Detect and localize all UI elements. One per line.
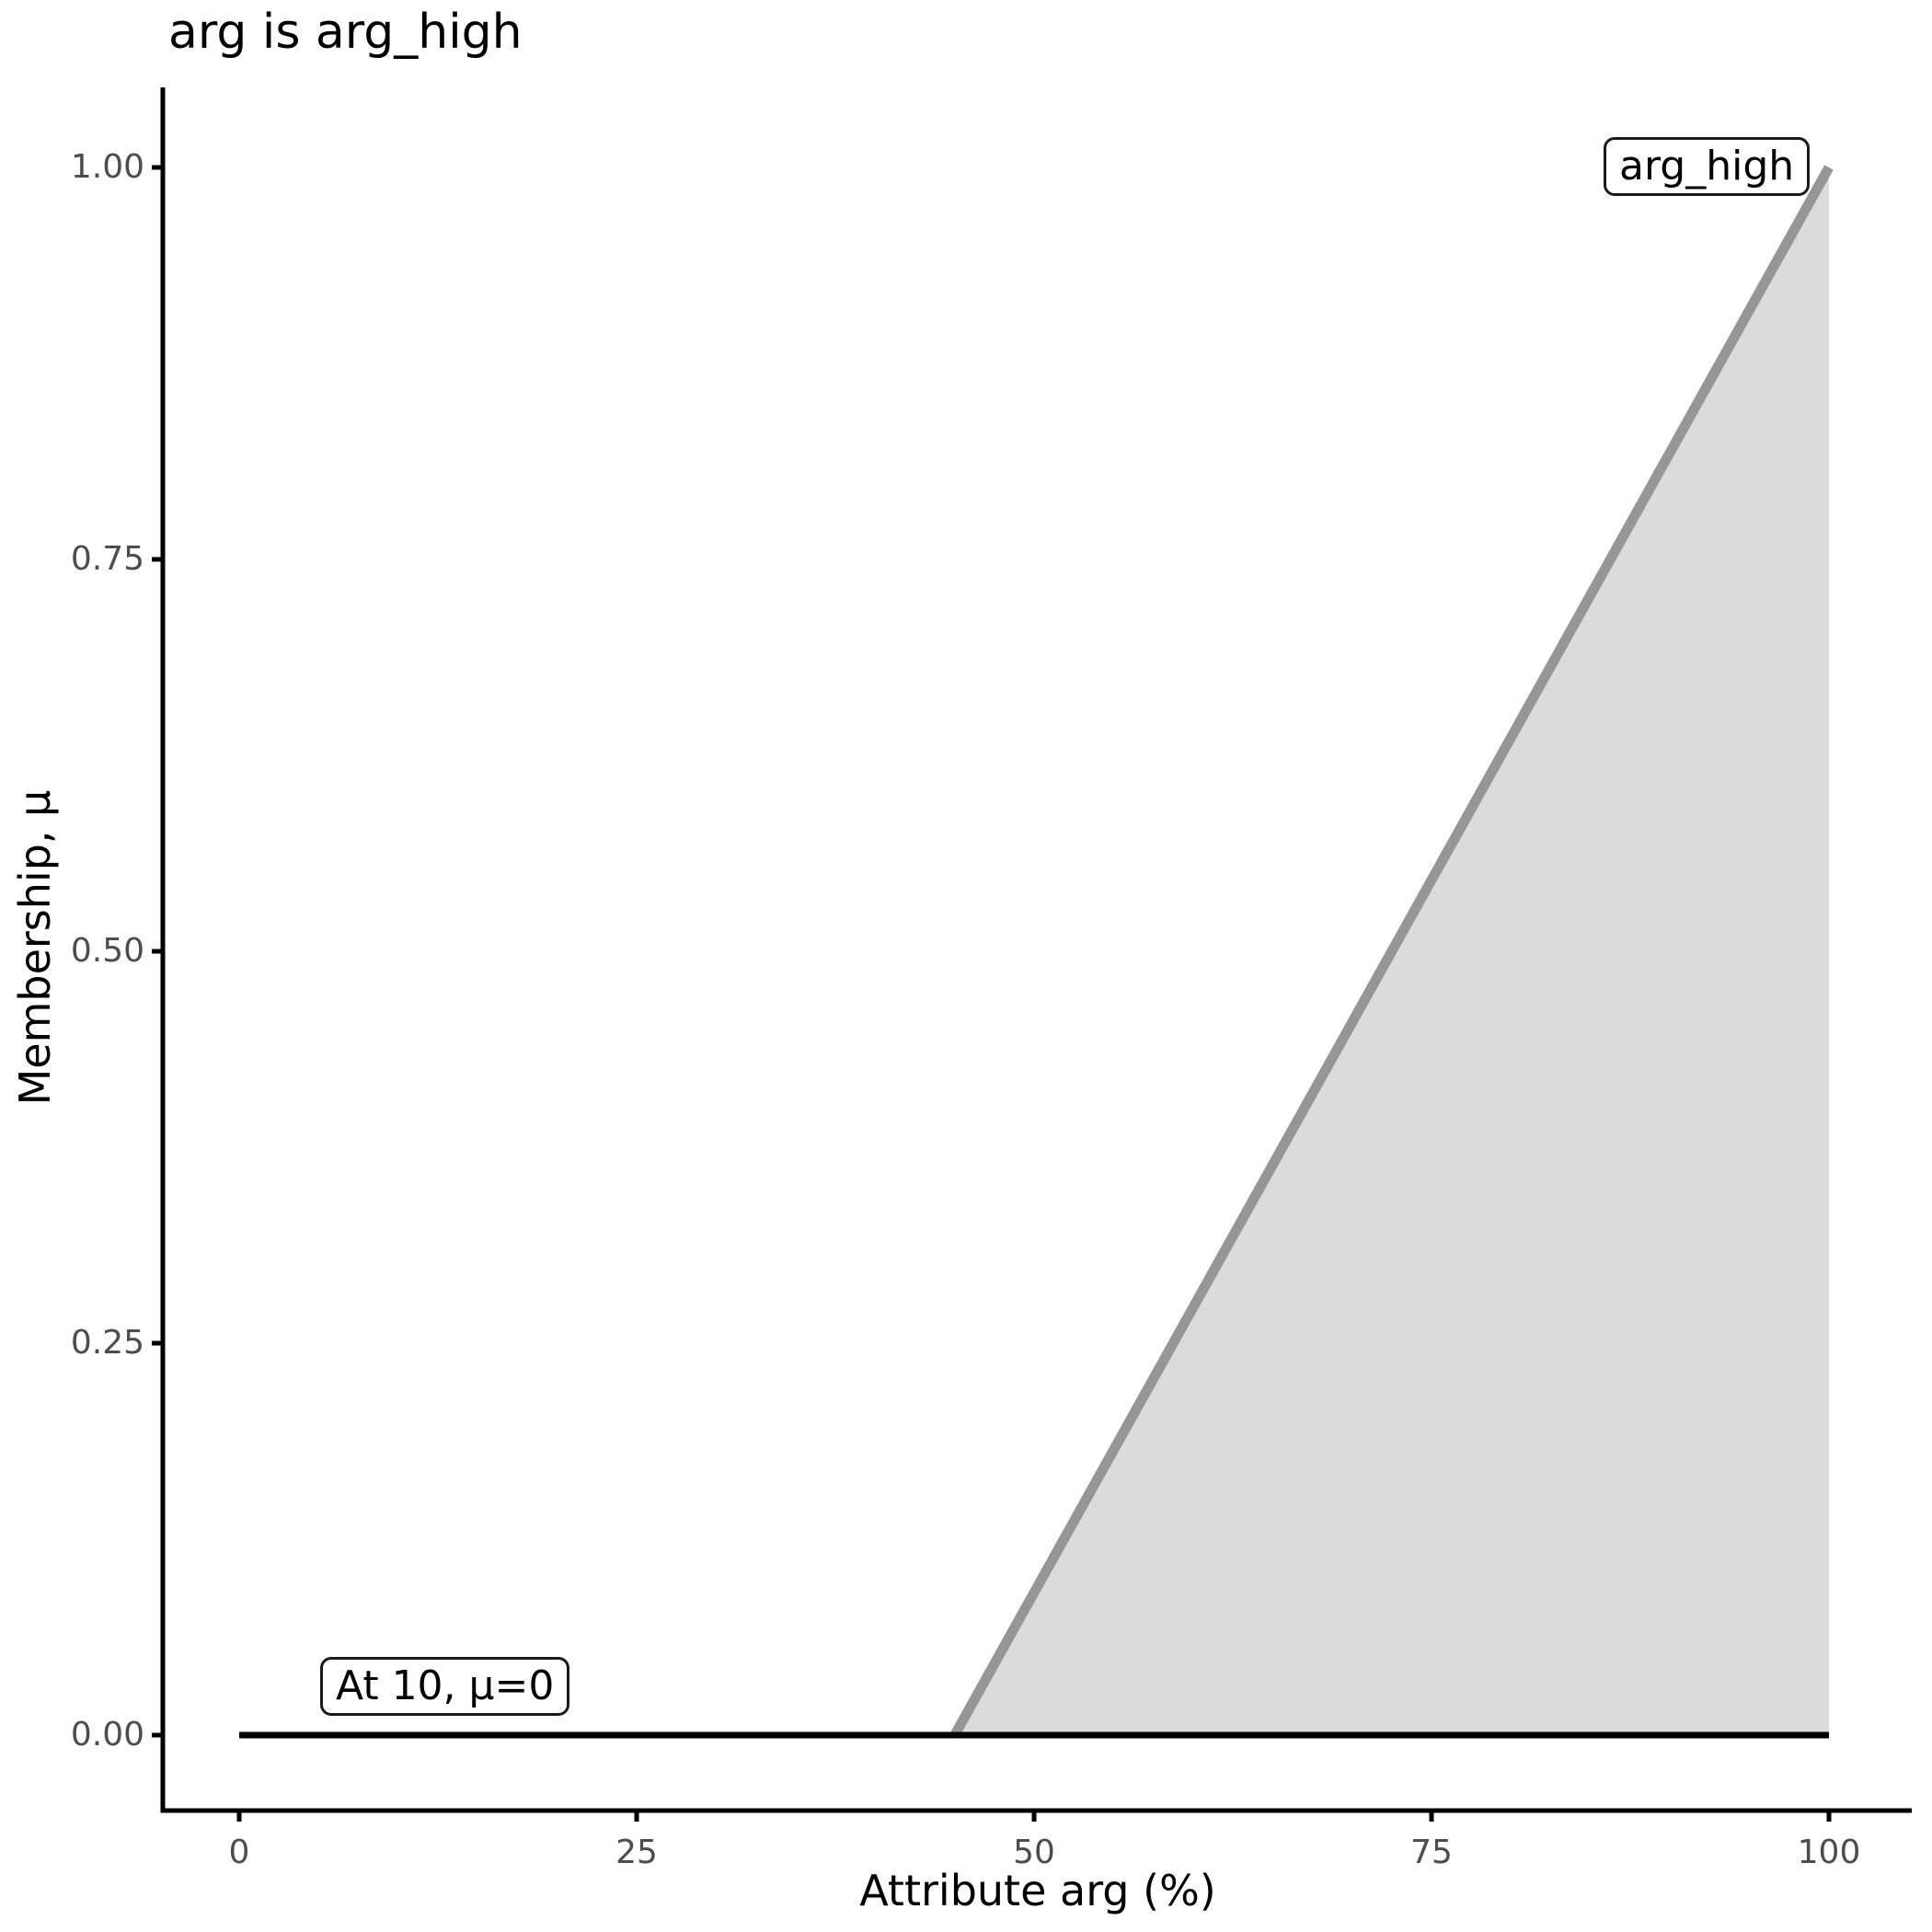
- x-tick-marks: [236, 1811, 1832, 1822]
- set-name-annotation: arg_high: [1604, 137, 1811, 197]
- x-axis-title: Attribute arg (%): [859, 1866, 1216, 1915]
- x-tick-label: 100: [1797, 1834, 1861, 1871]
- x-tick-label: 25: [615, 1834, 658, 1871]
- x-tick-label: 50: [1013, 1834, 1055, 1871]
- y-tick-label: 0.25: [70, 1324, 144, 1362]
- y-tick-label: 1.00: [70, 148, 144, 186]
- x-tick-label: 75: [1410, 1834, 1453, 1871]
- evaluation-annotation: At 10, μ=0: [320, 1657, 570, 1717]
- chart-title: arg is arg_high: [168, 5, 523, 60]
- y-tick-label: 0.75: [70, 540, 144, 578]
- y-tick-label: 0.00: [70, 1716, 144, 1754]
- y-tick-label: 0.50: [70, 932, 144, 970]
- arg-high-membership-line: [949, 165, 1834, 1738]
- y-tick-marks: [152, 165, 163, 1738]
- x-tick-label: 0: [228, 1834, 250, 1871]
